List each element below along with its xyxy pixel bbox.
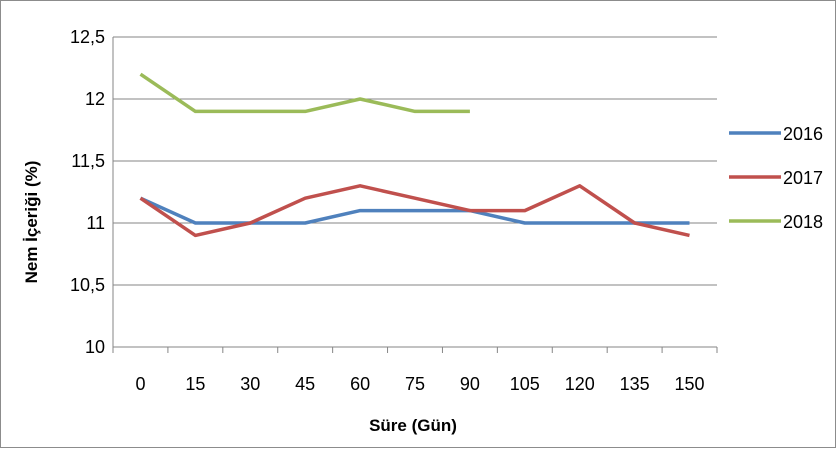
series-lines (139, 72, 690, 238)
x-tick-label: 75 (405, 374, 425, 394)
y-tick-label: 11,5 (71, 151, 105, 171)
x-tick-label: 45 (295, 374, 315, 394)
y-tick-label: 12 (85, 89, 105, 109)
y-tick-label: 10 (85, 337, 105, 357)
y-tick-label: 10,5 (70, 275, 105, 295)
y-tick-label: 11 (86, 213, 105, 233)
legend-label: 2016 (783, 124, 823, 144)
legend-label: 2018 (783, 212, 823, 232)
x-tick-label: 150 (675, 374, 705, 394)
y-tick-label: 12,5 (70, 27, 105, 47)
x-tick-label: 30 (240, 374, 260, 394)
legend-item-2018: 2018 (729, 212, 823, 232)
gridlines (113, 36, 717, 348)
y-axis-title: Nem İçeriği (%) (22, 161, 41, 284)
legend-item-2017: 2017 (729, 168, 823, 188)
x-tick-label: 90 (460, 374, 480, 394)
x-tick-label: 60 (350, 374, 370, 394)
legend-item-2016: 2016 (729, 124, 823, 144)
x-axis-title: Süre (Gün) (369, 416, 457, 435)
x-tick-label: 105 (510, 374, 540, 394)
series-line-2017 (139, 184, 690, 238)
x-axis-ticks: 0 15 30 45 60 75 90 105 120 135 150 (112, 347, 718, 394)
legend-label: 2017 (783, 168, 823, 188)
x-tick-label: 15 (185, 374, 205, 394)
y-axis-ticks: 10 10,5 11 11,5 12 12,5 (70, 27, 105, 357)
x-tick-label: 0 (135, 374, 145, 394)
x-tick-label: 120 (565, 374, 595, 394)
series-line-2016 (139, 196, 690, 225)
legend: 2016 2017 2018 (729, 124, 823, 232)
series-line-2018 (139, 72, 470, 114)
x-tick-label: 135 (620, 374, 650, 394)
